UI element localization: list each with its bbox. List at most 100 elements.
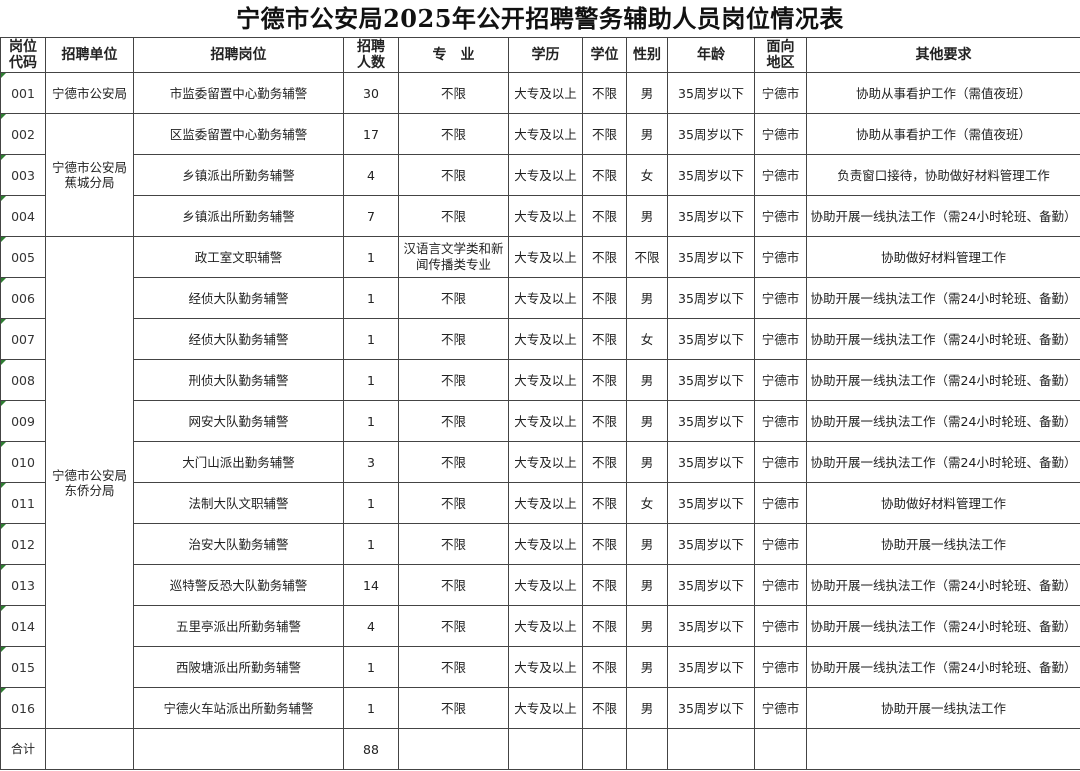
count-cell: 1 <box>343 523 399 565</box>
total-empty-cell <box>582 728 627 770</box>
post-cell: 治安大队勤务辅警 <box>133 523 344 565</box>
requirements-cell: 协助开展一线执法工作（需24小时轮班、备勤） <box>806 441 1080 483</box>
post-cell: 市监委留置中心勤务辅警 <box>133 72 344 114</box>
region-cell: 宁德市 <box>754 564 807 606</box>
code-cell: 004 <box>0 195 46 237</box>
degree-cell: 不限 <box>582 646 627 688</box>
post-cell: 政工室文职辅警 <box>133 236 344 278</box>
code-cell: 006 <box>0 277 46 319</box>
table-row: 004 乡镇派出所勤务辅警 7 不限 大专及以上 不限男 35周岁以下 宁德市 协助开展一线执法… <box>0 195 1080 237</box>
age-cell: 35周岁以下 <box>667 482 755 524</box>
region-cell: 宁德市 <box>754 359 807 401</box>
major-cell: 不限 <box>398 482 509 524</box>
header-row: 岗位 代码 招聘单位 招聘岗位 招聘 人数专 业学历 学位 性别 年龄 面向 地区 其他要求 <box>0 37 1080 73</box>
table-row: 006 经侦大队勤务辅警 1 不限 大专及以上 不限男 35周岁以下 宁德市 协助开展一线执法工… <box>0 277 1080 319</box>
post-cell: 刑侦大队勤务辅警 <box>133 359 344 401</box>
degree-cell: 不限 <box>582 605 627 647</box>
post-cell: 经侦大队勤务辅警 <box>133 277 344 319</box>
education-cell: 大专及以上 <box>508 154 583 196</box>
table-row: 012 治安大队勤务辅警 1 不限 大专及以上 不限男 35周岁以下 宁德市 协助开展一线执法工… <box>0 523 1080 565</box>
degree-cell: 不限 <box>582 154 627 196</box>
education-cell: 大专及以上 <box>508 523 583 565</box>
degree-cell: 不限 <box>582 113 627 155</box>
age-cell: 35周岁以下 <box>667 646 755 688</box>
requirements-cell: 协助开展一线执法工作（需24小时轮班、备勤） <box>806 318 1080 360</box>
region-cell: 宁德市 <box>754 441 807 483</box>
table-row: 013 巡特警反恐大队勤务辅警 14 不限 大专及以上 不限男 35周岁以下 宁德市 协助开展一… <box>0 564 1080 606</box>
header-age: 年龄 <box>667 37 755 73</box>
education-cell: 大专及以上 <box>508 646 583 688</box>
major-cell: 不限 <box>398 195 509 237</box>
region-cell: 宁德市 <box>754 646 807 688</box>
degree-cell: 不限 <box>582 236 627 278</box>
gender-cell: 男 <box>626 646 668 688</box>
code-cell: 001 <box>0 72 46 114</box>
degree-cell: 不限 <box>582 195 627 237</box>
table-row: 002 宁德市公安局蕉城分局 区监委留置中心勤务辅警 17 不限 大专及以上 不限男 35周岁… <box>0 113 1080 237</box>
count-cell: 1 <box>343 687 399 729</box>
total-row: 合计 88 <box>0 728 1080 770</box>
count-cell: 7 <box>343 195 399 237</box>
total-empty-cell <box>626 728 668 770</box>
education-cell: 大专及以上 <box>508 605 583 647</box>
total-empty-cell <box>806 728 1080 770</box>
total-empty-cell <box>508 728 583 770</box>
table-row: 016 宁德火车站派出所勤务辅警 1 不限 大专及以上 不限男 35周岁以下 宁德市 协助开展一… <box>0 687 1080 729</box>
code-cell: 002 <box>0 113 46 155</box>
post-cell: 区监委留置中心勤务辅警 <box>133 113 344 155</box>
major-cell: 不限 <box>398 113 509 155</box>
age-cell: 35周岁以下 <box>667 318 755 360</box>
major-cell: 不限 <box>398 72 509 114</box>
region-cell: 宁德市 <box>754 605 807 647</box>
post-cell: 西陂塘派出所勤务辅警 <box>133 646 344 688</box>
education-cell: 大专及以上 <box>508 236 583 278</box>
degree-cell: 不限 <box>582 523 627 565</box>
post-cell: 五里亭派出所勤务辅警 <box>133 605 344 647</box>
table-row: 003 乡镇派出所勤务辅警 4 不限 大专及以上 不限女 35周岁以下 宁德市 负责窗口接待，协… <box>0 154 1080 196</box>
header-education: 学历 <box>508 37 583 73</box>
degree-cell: 不限 <box>582 400 627 442</box>
gender-cell: 女 <box>626 154 668 196</box>
region-cell: 宁德市 <box>754 277 807 319</box>
post-cell: 经侦大队勤务辅警 <box>133 318 344 360</box>
requirements-cell: 协助开展一线执法工作（需24小时轮班、备勤） <box>806 400 1080 442</box>
age-cell: 35周岁以下 <box>667 687 755 729</box>
age-cell: 35周岁以下 <box>667 605 755 647</box>
post-cell: 巡特警反恐大队勤务辅警 <box>133 564 344 606</box>
requirements-cell: 协助开展一线执法工作（需24小时轮班、备勤） <box>806 646 1080 688</box>
age-cell: 35周岁以下 <box>667 523 755 565</box>
age-cell: 35周岁以下 <box>667 400 755 442</box>
age-cell: 35周岁以下 <box>667 236 755 278</box>
header-post: 招聘岗位 <box>133 37 344 73</box>
table-row: 008 刑侦大队勤务辅警 1 不限 大专及以上 不限男 35周岁以下 宁德市 协助开展一线执法工… <box>0 359 1080 401</box>
code-cell: 014 <box>0 605 46 647</box>
code-cell: 008 <box>0 359 46 401</box>
region-cell: 宁德市 <box>754 72 807 114</box>
code-cell: 007 <box>0 318 46 360</box>
requirements-cell: 协助从事看护工作（需值夜班） <box>806 113 1080 155</box>
education-cell: 大专及以上 <box>508 277 583 319</box>
page-title: 宁德市公安局2025年公开招聘警务辅助人员岗位情况表 <box>236 4 844 33</box>
count-cell: 1 <box>343 318 399 360</box>
code-cell: 015 <box>0 646 46 688</box>
region-cell: 宁德市 <box>754 482 807 524</box>
education-cell: 大专及以上 <box>508 72 583 114</box>
age-cell: 35周岁以下 <box>667 154 755 196</box>
code-cell: 010 <box>0 441 46 483</box>
count-cell: 4 <box>343 605 399 647</box>
table-row: 001 宁德市公安局 市监委留置中心勤务辅警 30 不限 大专及以上 不限男 35周岁以下 宁德… <box>0 72 1080 114</box>
table-row: 007 经侦大队勤务辅警 1 不限 大专及以上 不限女 35周岁以下 宁德市 协助开展一线执法工… <box>0 318 1080 360</box>
region-cell: 宁德市 <box>754 318 807 360</box>
age-cell: 35周岁以下 <box>667 564 755 606</box>
requirements-cell: 协助做好材料管理工作 <box>806 236 1080 278</box>
code-cell: 005 <box>0 236 46 278</box>
gender-cell: 男 <box>626 523 668 565</box>
education-cell: 大专及以上 <box>508 687 583 729</box>
table-row: 005 宁德市公安局东侨分局 政工室文职辅警 1 汉语言文学类和新闻传播类专业 大专及以上… <box>0 236 1080 729</box>
gender-cell: 男 <box>626 359 668 401</box>
count-cell: 14 <box>343 564 399 606</box>
major-cell: 不限 <box>398 687 509 729</box>
degree-cell: 不限 <box>582 441 627 483</box>
major-cell: 不限 <box>398 318 509 360</box>
major-cell: 不限 <box>398 564 509 606</box>
